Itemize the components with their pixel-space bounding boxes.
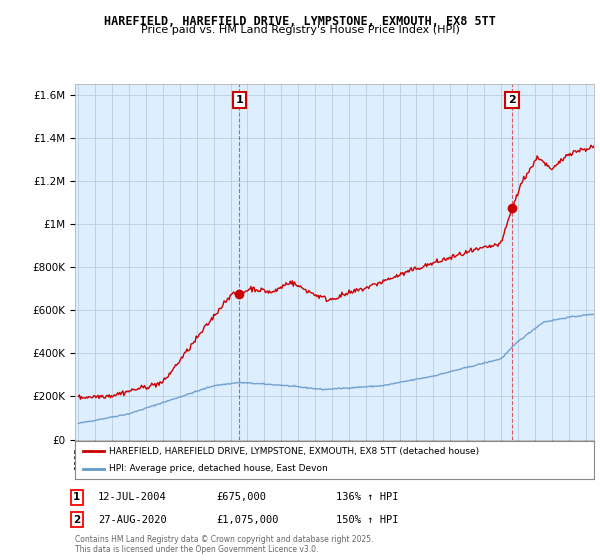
Text: Price paid vs. HM Land Registry's House Price Index (HPI): Price paid vs. HM Land Registry's House … bbox=[140, 25, 460, 35]
Text: HPI: Average price, detached house, East Devon: HPI: Average price, detached house, East… bbox=[109, 464, 328, 473]
Text: Contains HM Land Registry data © Crown copyright and database right 2025.
This d: Contains HM Land Registry data © Crown c… bbox=[75, 535, 373, 554]
Text: 2: 2 bbox=[73, 515, 80, 525]
Text: 12-JUL-2004: 12-JUL-2004 bbox=[98, 492, 167, 502]
Text: 1: 1 bbox=[236, 95, 244, 105]
Text: £675,000: £675,000 bbox=[216, 492, 266, 502]
Text: 150% ↑ HPI: 150% ↑ HPI bbox=[336, 515, 398, 525]
Text: HAREFIELD, HAREFIELD DRIVE, LYMPSTONE, EXMOUTH, EX8 5TT: HAREFIELD, HAREFIELD DRIVE, LYMPSTONE, E… bbox=[104, 15, 496, 28]
Text: 27-AUG-2020: 27-AUG-2020 bbox=[98, 515, 167, 525]
Text: 136% ↑ HPI: 136% ↑ HPI bbox=[336, 492, 398, 502]
Text: HAREFIELD, HAREFIELD DRIVE, LYMPSTONE, EXMOUTH, EX8 5TT (detached house): HAREFIELD, HAREFIELD DRIVE, LYMPSTONE, E… bbox=[109, 447, 479, 456]
Text: 1: 1 bbox=[73, 492, 80, 502]
Text: £1,075,000: £1,075,000 bbox=[216, 515, 278, 525]
Text: 2: 2 bbox=[508, 95, 516, 105]
